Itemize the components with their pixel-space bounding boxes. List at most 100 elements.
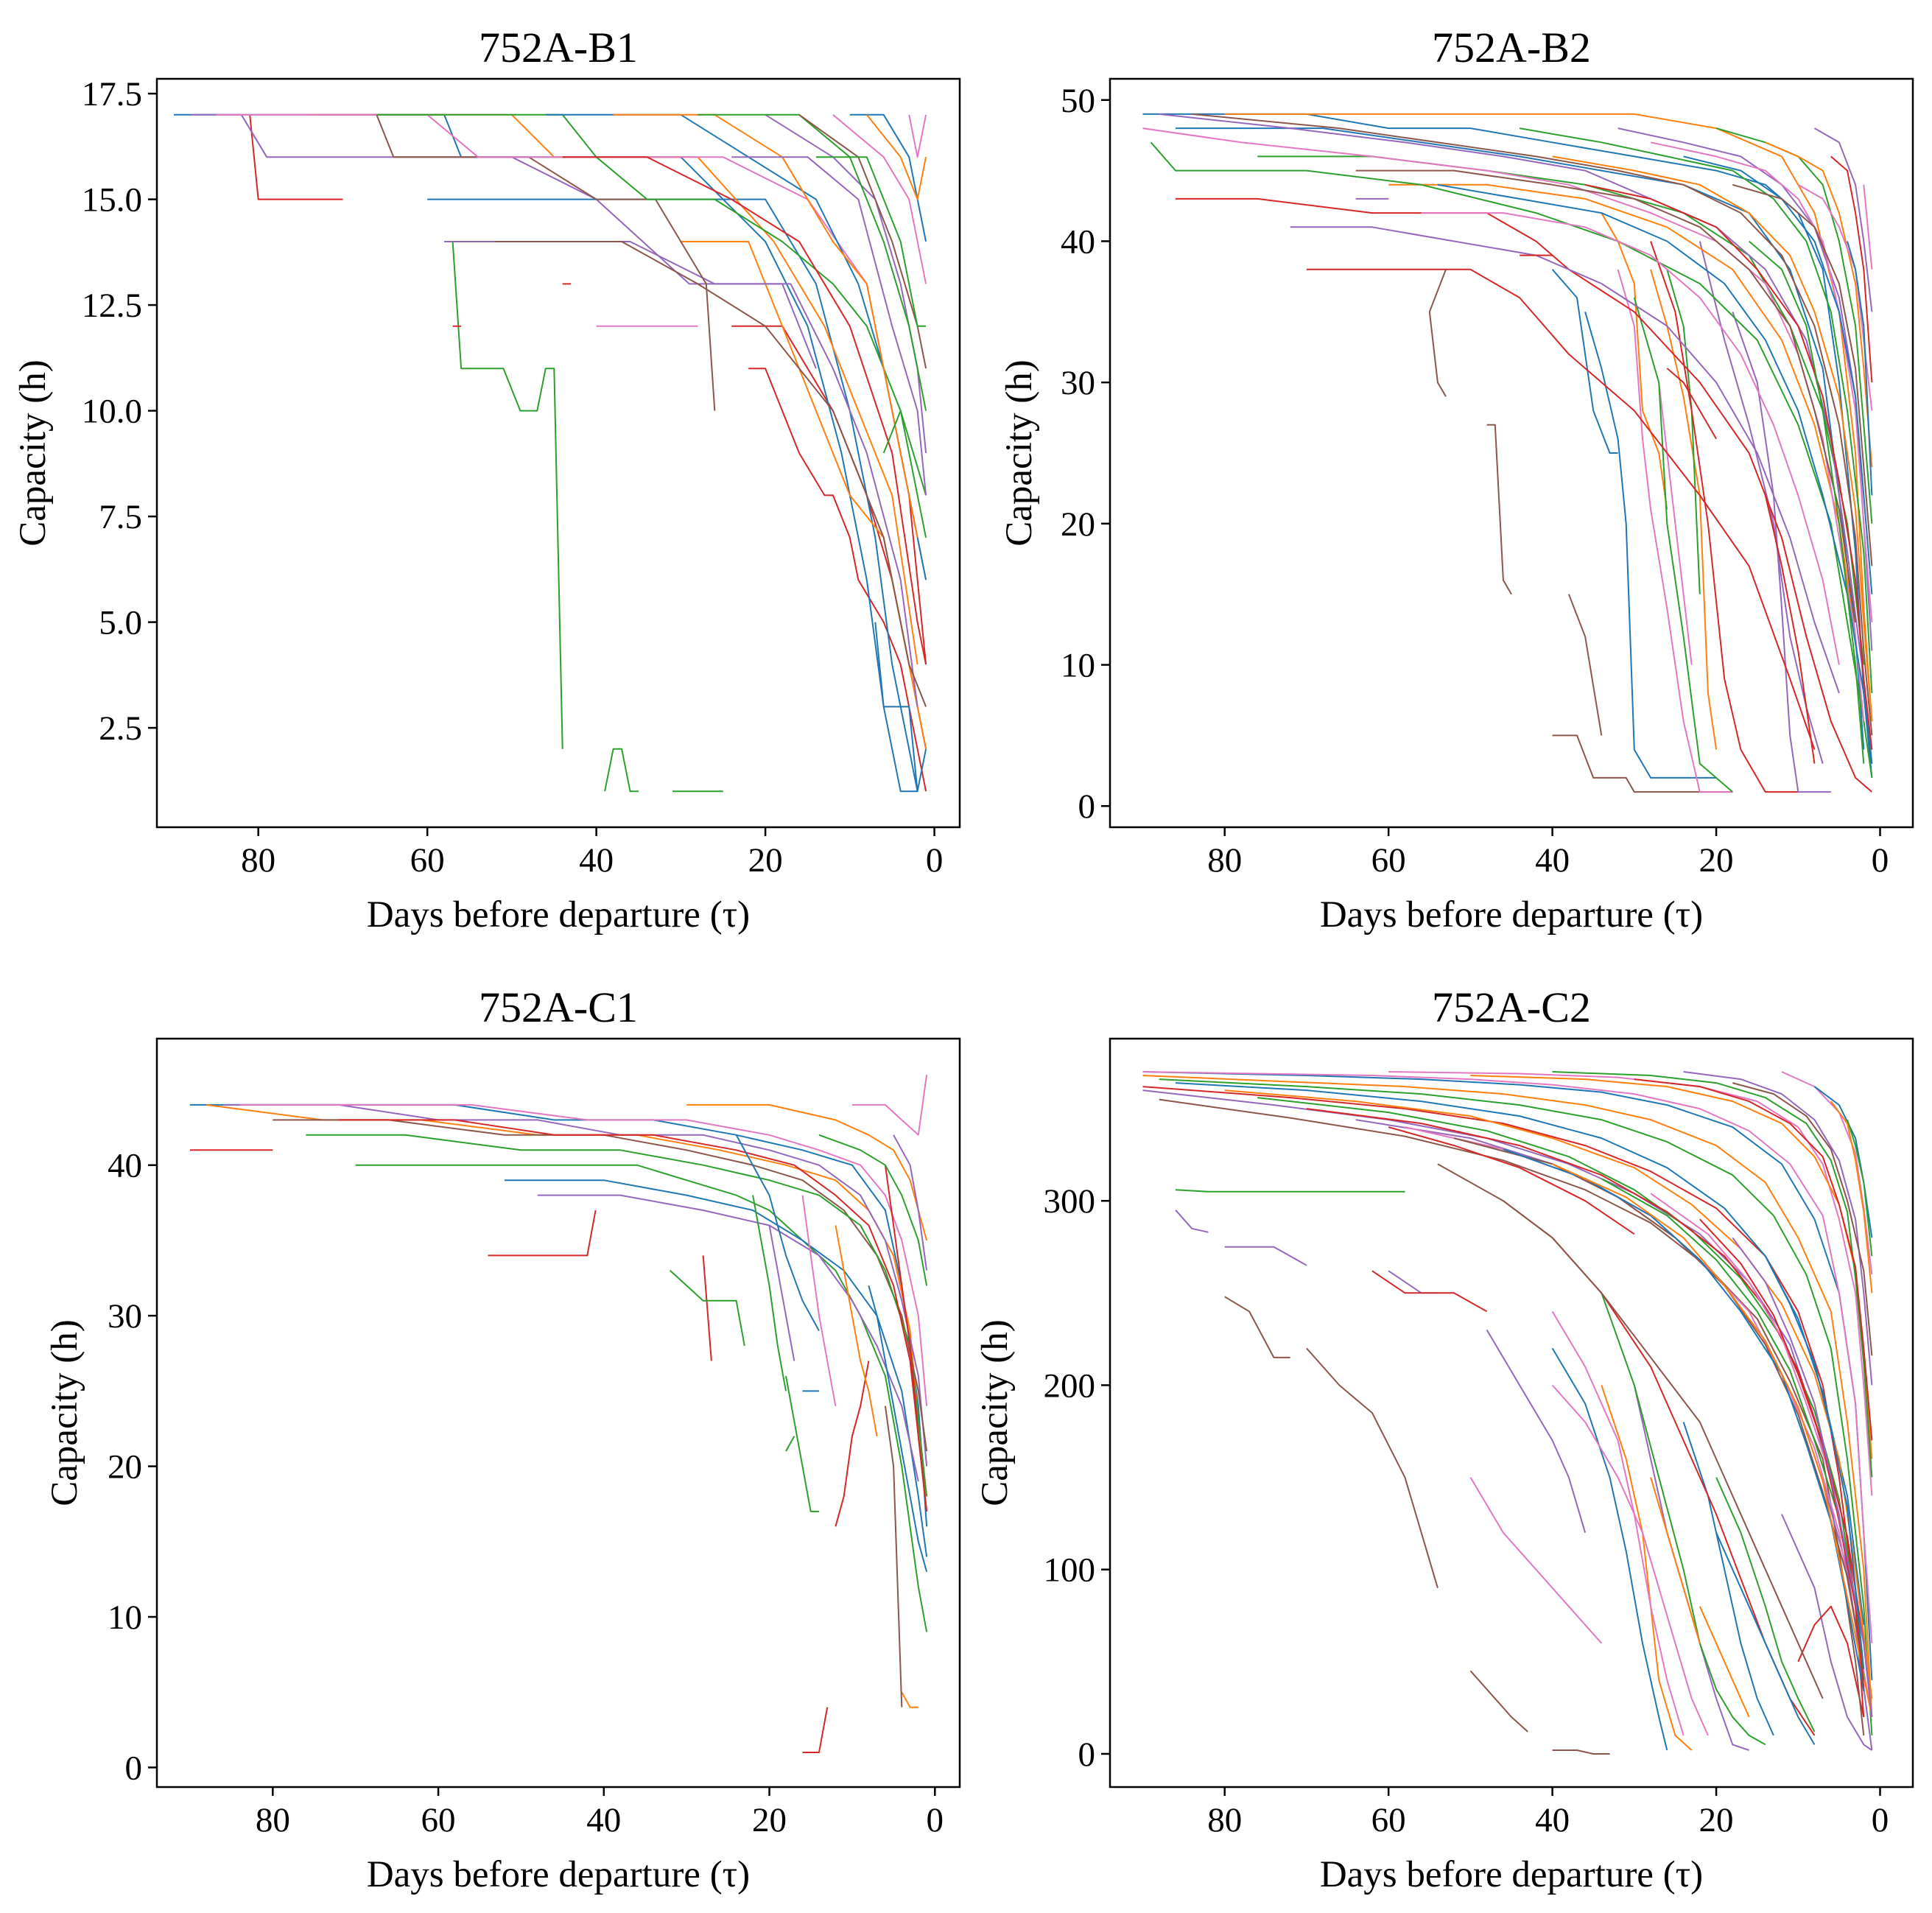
series-line-s1 [1428, 269, 1447, 397]
series-line-s42 [1814, 127, 1873, 312]
x-tick-label: 20 [1699, 841, 1734, 880]
series-line-s8 [173, 113, 918, 793]
series-line-s11 [309, 113, 918, 665]
series-line-s30 [731, 156, 927, 496]
series-line-s16 [1176, 197, 1873, 793]
series-line-s3 [1552, 734, 1733, 793]
series-line-s34 [882, 410, 927, 538]
series-line-s39 [1552, 1163, 1873, 1718]
series-line-s32 [1519, 127, 1873, 693]
series-line-s4 [249, 114, 343, 200]
series-line-s20 [735, 1134, 820, 1332]
x-tick-label: 60 [1371, 841, 1406, 880]
series-line-s5 [1175, 1210, 1209, 1233]
series-line-s30 [1142, 1071, 1873, 1643]
series-line-s26 [1159, 1078, 1873, 1735]
series-line-s17 [1650, 1477, 1701, 1644]
series-line-s11 [1633, 297, 1733, 793]
series-line-s25 [562, 156, 927, 665]
y-tick-label: 0 [125, 1749, 143, 1787]
y-tick-label: 0 [1078, 787, 1096, 826]
series-line-s2 [604, 748, 639, 793]
x-tick-label: 80 [1207, 841, 1242, 880]
series-line-s10 [1781, 1514, 1872, 1751]
series-line-s7 [427, 198, 927, 793]
y-tick-label: 10.0 [82, 393, 142, 431]
series-line-s56 [1715, 1532, 1816, 1745]
series-line-s14 [1551, 1347, 1668, 1751]
x-tick-label: 0 [926, 841, 944, 880]
y-tick-label: 200 [1044, 1366, 1096, 1405]
series-line-s19 [1469, 1477, 1603, 1644]
series-line-s44 [1764, 1255, 1865, 1669]
series-line-s10 [884, 1405, 903, 1707]
series-line-s24 [835, 1225, 878, 1436]
series-line-s15 [1732, 311, 1831, 793]
x-tick-label: 0 [1872, 1801, 1889, 1839]
series-line-s7 [1601, 212, 1668, 510]
y-tick-label: 20 [1061, 505, 1095, 544]
series-line-s4 [1552, 1749, 1610, 1755]
series-line-s23 [1437, 1163, 1824, 1699]
series-line-s34 [1584, 183, 1873, 750]
series-line-s23 [801, 1195, 837, 1406]
series-line-s14 [317, 113, 716, 411]
y-tick-label: 40 [1061, 222, 1095, 261]
series-line-s2 [1486, 424, 1512, 595]
series-line-s8 [355, 1164, 928, 1632]
series-line-s50 [1732, 1082, 1873, 1356]
panel-752A-B1: 752A-B1 80 60 40 20 0 2.5 5.0 7.5 10.0 12.5 15.0 1… [13, 24, 961, 936]
series-line-s26 [884, 1165, 928, 1512]
series-line-s37 [1453, 1137, 1865, 1669]
y-axis-label: Capacity (h) [999, 359, 1040, 546]
series-line-s31 [1175, 1082, 1865, 1625]
series-line-s12 [190, 113, 918, 707]
panel-752A-B2: 752A-B2 80 60 40 20 0 0 10 20 30 40 50 Days befor… [999, 24, 1914, 936]
series-line-s30 [1355, 169, 1857, 623]
y-tick-label: 10 [1061, 647, 1095, 685]
series-line-s44 [1847, 241, 1873, 496]
series-line-s15 [537, 1194, 919, 1482]
series-line-s29 [818, 1134, 928, 1286]
y-axis-label: Capacity (h) [13, 359, 54, 546]
y-tick-label: 7.5 [99, 498, 142, 536]
series-line-s13 [1650, 241, 1799, 793]
x-tick-label: 40 [1535, 841, 1570, 880]
series-line-s40 [1765, 141, 1873, 468]
chart-title: 752A-C1 [479, 983, 638, 1031]
series-line-s47 [1552, 1071, 1873, 1478]
series-line-s17 [1306, 268, 1816, 750]
x-tick-label: 40 [586, 1801, 621, 1839]
series-line-s20 [1371, 1270, 1488, 1313]
x-tick-label: 0 [1872, 841, 1889, 880]
series-line-s2 [1224, 1296, 1290, 1358]
series-line-s39 [1732, 183, 1873, 566]
x-axis-label: Days before departure (τ) [367, 894, 750, 936]
panel-752A-C1: 752A-C1 80 60 40 20 0 0 10 20 30 40 Days before … [44, 983, 961, 1895]
series-line-s1 [1306, 1347, 1439, 1588]
y-tick-label: 50 [1061, 82, 1095, 120]
chart-title: 752A-B1 [479, 24, 638, 71]
series-line-s10 [1658, 382, 1693, 665]
series-line-s36 [1650, 141, 1873, 623]
series-line-s22 [765, 113, 927, 454]
series-line-s27 [1142, 1086, 1865, 1717]
y-tick-label: 5.0 [99, 604, 142, 642]
x-tick-label: 40 [1535, 1801, 1570, 1839]
series-line-s9 [1617, 269, 1733, 793]
x-tick-label: 0 [927, 1801, 944, 1839]
x-tick-label: 80 [241, 841, 275, 880]
x-axis-label: Days before departure (τ) [1320, 1854, 1703, 1895]
series-line-s9 [901, 1691, 918, 1708]
series-line-s8 [1486, 1329, 1587, 1533]
y-axis-label: Capacity (h) [974, 1319, 1016, 1506]
series-line-s15 [494, 241, 927, 707]
series-line-s8 [1650, 269, 1718, 750]
x-axis-label: Days before departure (τ) [1320, 894, 1703, 936]
x-tick-label: 20 [752, 1801, 787, 1839]
series-line-s30 [893, 1134, 928, 1271]
y-tick-label: 300 [1044, 1182, 1096, 1221]
y-tick-label: 12.5 [82, 287, 142, 325]
series-line-s57 [1551, 1384, 1709, 1736]
y-tick-label: 0 [1078, 1735, 1096, 1774]
